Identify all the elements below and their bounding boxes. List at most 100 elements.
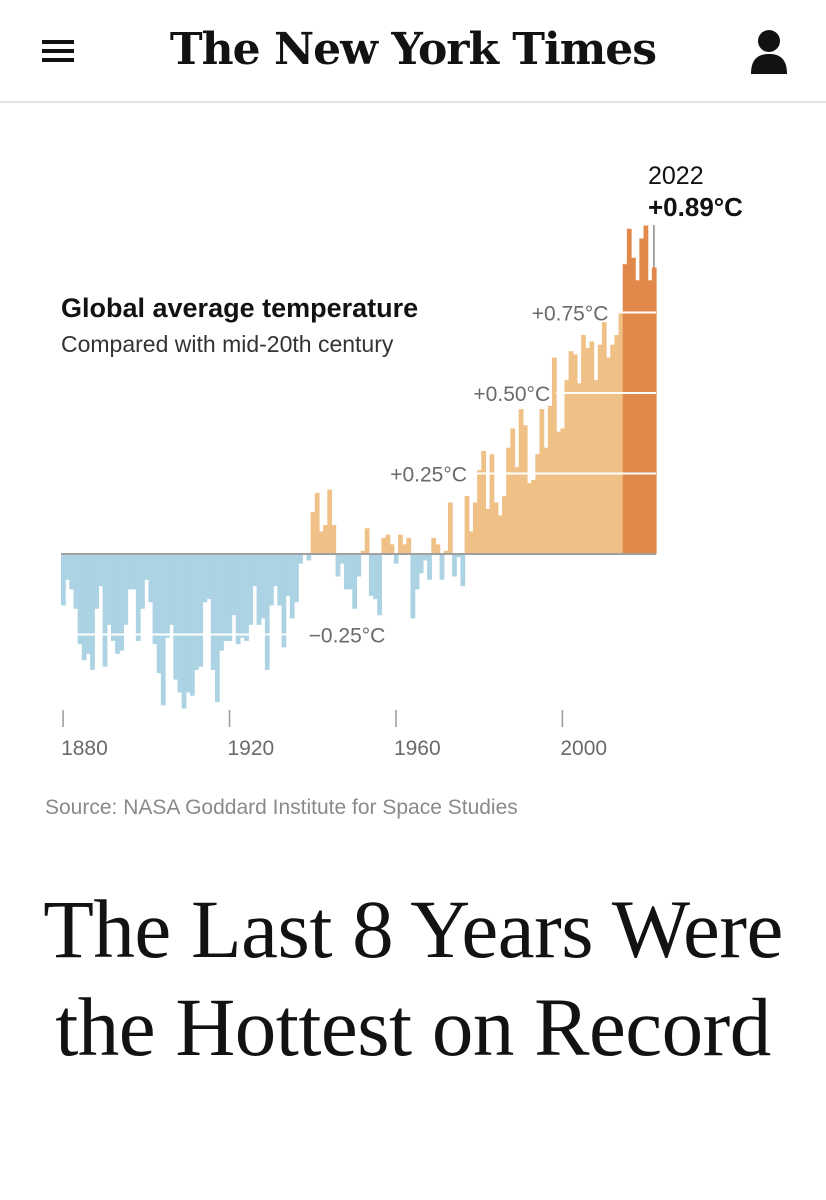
masthead-logo[interactable]: The New York Times bbox=[169, 24, 657, 75]
bar-2016 bbox=[626, 228, 632, 554]
bar-1936 bbox=[294, 554, 299, 603]
bar-1955 bbox=[373, 554, 378, 600]
bar-1986 bbox=[502, 496, 507, 554]
bar-1916 bbox=[210, 554, 216, 670]
bar-1929 bbox=[264, 554, 270, 670]
bar-1972 bbox=[443, 550, 449, 554]
chart-source: Source: NASA Goddard Institute for Space… bbox=[45, 796, 518, 819]
bar-1894 bbox=[119, 554, 125, 651]
annotation-label: −0.25°C bbox=[309, 625, 386, 648]
hamburger-menu-icon[interactable] bbox=[40, 36, 76, 66]
bar-1941 bbox=[314, 492, 320, 554]
bar-1960 bbox=[393, 554, 399, 564]
bar-1973 bbox=[447, 502, 453, 554]
bar-1961 bbox=[398, 534, 403, 554]
bar-2010 bbox=[601, 322, 607, 554]
bar-1945 bbox=[331, 525, 337, 554]
bar-1932 bbox=[277, 554, 283, 606]
bar-1999 bbox=[556, 431, 561, 554]
bar-2004 bbox=[576, 383, 582, 554]
bar-1908 bbox=[177, 554, 183, 693]
bar-2015 bbox=[622, 264, 628, 554]
bar-1923 bbox=[239, 554, 245, 638]
bar-1937 bbox=[298, 554, 303, 564]
bar-1971 bbox=[439, 554, 445, 580]
bar-1950 bbox=[352, 554, 358, 609]
bar-1967 bbox=[422, 554, 428, 561]
bar-2006 bbox=[585, 347, 591, 554]
bar-1976 bbox=[460, 554, 466, 587]
bar-2011 bbox=[606, 357, 611, 554]
bar-1962 bbox=[402, 544, 407, 554]
bar-2012 bbox=[610, 344, 615, 554]
bar-1891 bbox=[106, 554, 112, 625]
user-account-icon[interactable] bbox=[748, 28, 790, 78]
bar-1895 bbox=[123, 554, 129, 625]
x-tick-label: 1960 bbox=[394, 737, 441, 760]
bar-1987 bbox=[506, 447, 511, 554]
bar-1907 bbox=[173, 554, 179, 680]
bar-1956 bbox=[377, 554, 382, 616]
bar-2009 bbox=[597, 344, 603, 554]
bar-1963 bbox=[406, 537, 412, 554]
chart-subtitle: Compared with mid-20th century bbox=[61, 331, 394, 357]
bar-1954 bbox=[368, 554, 374, 596]
menu-line bbox=[42, 49, 74, 53]
bar-1920 bbox=[227, 554, 233, 641]
bar-1959 bbox=[389, 544, 395, 554]
bar-1943 bbox=[323, 525, 328, 554]
bar-1889 bbox=[98, 554, 104, 587]
bar-1958 bbox=[385, 534, 391, 554]
menu-line bbox=[42, 40, 74, 44]
bar-1912 bbox=[194, 554, 199, 670]
bar-1970 bbox=[435, 544, 441, 554]
site-header: The New York Times bbox=[0, 0, 826, 103]
bar-1983 bbox=[489, 454, 495, 554]
bar-1995 bbox=[539, 409, 545, 554]
highlight-value-label: +0.89°C bbox=[648, 192, 743, 222]
bar-1899 bbox=[140, 554, 145, 609]
bar-1968 bbox=[427, 554, 432, 580]
bar-1990 bbox=[518, 409, 524, 554]
bar-1979 bbox=[472, 502, 478, 554]
bar-1892 bbox=[110, 554, 116, 641]
bar-1949 bbox=[348, 554, 353, 590]
bar-1969 bbox=[431, 537, 437, 554]
bar-1893 bbox=[115, 554, 120, 654]
bar-1978 bbox=[468, 531, 474, 554]
bar-1890 bbox=[102, 554, 108, 667]
bar-1927 bbox=[256, 554, 262, 625]
x-tick-label: 2000 bbox=[560, 737, 607, 760]
article-headline[interactable]: The Last 8 Years Were the Hottest on Rec… bbox=[43, 883, 783, 1073]
temperature-chart: Global average temperature Compared with… bbox=[61, 162, 743, 760]
bar-1914 bbox=[202, 554, 208, 603]
bar-1930 bbox=[269, 554, 274, 606]
bar-1997 bbox=[547, 405, 553, 554]
bar-1965 bbox=[414, 554, 420, 590]
bar-1934 bbox=[285, 554, 291, 596]
bar-2007 bbox=[589, 341, 595, 554]
bar-1991 bbox=[522, 425, 528, 554]
bar-2008 bbox=[593, 380, 599, 554]
annotation-label: +0.75°C bbox=[532, 303, 609, 326]
bar-2021 bbox=[647, 280, 653, 554]
chart-title: Global average temperature bbox=[61, 293, 418, 323]
bar-1975 bbox=[456, 554, 462, 558]
bar-1933 bbox=[281, 554, 287, 648]
bar-1910 bbox=[185, 554, 191, 693]
bar-1924 bbox=[244, 554, 249, 641]
bar-1882 bbox=[69, 554, 75, 590]
bar-1883 bbox=[73, 554, 79, 609]
bar-1942 bbox=[318, 531, 324, 554]
bar-1913 bbox=[198, 554, 204, 667]
bar-1998 bbox=[551, 357, 557, 554]
bar-1939 bbox=[306, 554, 312, 561]
bar-1906 bbox=[169, 554, 174, 625]
bar-1940 bbox=[310, 512, 316, 554]
bar-1989 bbox=[514, 467, 520, 554]
bar-2005 bbox=[581, 335, 586, 554]
bar-1946 bbox=[335, 554, 341, 577]
bar-1903 bbox=[156, 554, 162, 674]
x-tick-label: 1880 bbox=[61, 737, 108, 760]
bar-2017 bbox=[631, 257, 636, 554]
